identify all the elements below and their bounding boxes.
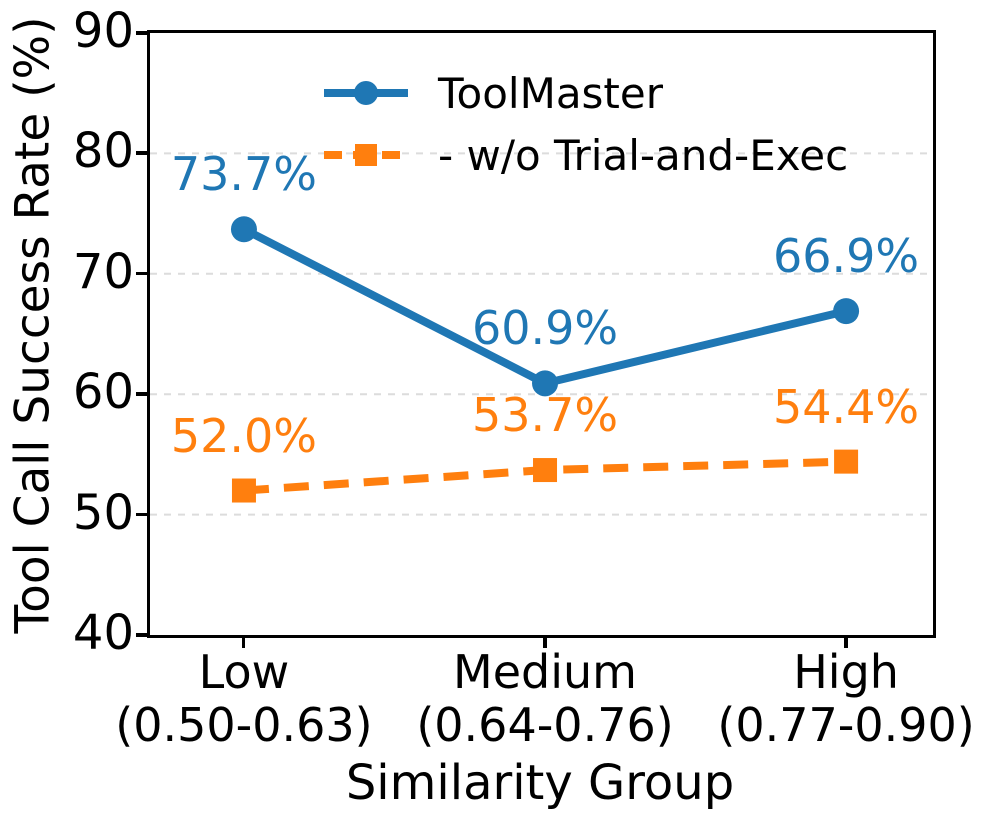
x-axis-label: Similarity Group [345, 755, 735, 811]
plot-area [147, 30, 936, 638]
chart-canvas [150, 152, 933, 516]
legend-label-wo-trial-and-exec: - w/o Trial-and-Exec [438, 130, 849, 180]
legend-item-wo-trial-and-exec: - w/o Trial-and-Exec [322, 124, 848, 186]
x-tick-range-high: (0.77-0.90) [717, 698, 975, 752]
legend: ToolMaster - w/o Trial-and-Exec [322, 62, 848, 186]
x-tick-label-high: High (0.77-0.90) [681, 646, 997, 752]
data-point-1-0 [231, 478, 256, 503]
data-point-0-2 [833, 298, 860, 325]
x-tick-name-medium: Medium [453, 645, 637, 699]
legend-dashed-line-square-icon [324, 144, 408, 166]
data-point-1-2 [834, 449, 859, 474]
series-line-0 [239, 225, 851, 388]
legend-item-toolmaster: ToolMaster [322, 62, 848, 124]
x-tick-range-medium: (0.64-0.76) [416, 698, 674, 752]
data-point-1-1 [533, 458, 558, 483]
x-tick-label-low: Low (0.50-0.63) [79, 646, 409, 752]
data-point-0-0 [230, 216, 257, 243]
x-tick-name-low: Low [198, 645, 290, 699]
legend-label-toolmaster: ToolMaster [438, 68, 664, 118]
x-tick-name-high: High [793, 645, 899, 699]
x-tick-label-medium: Medium (0.64-0.76) [380, 646, 710, 752]
legend-solid-line-circle-icon [324, 81, 408, 105]
y-axis-label: Tool Call Success Rate (%) [5, 16, 61, 634]
data-point-0-1 [532, 370, 559, 397]
x-tick-range-low: (0.50-0.63) [115, 698, 373, 752]
